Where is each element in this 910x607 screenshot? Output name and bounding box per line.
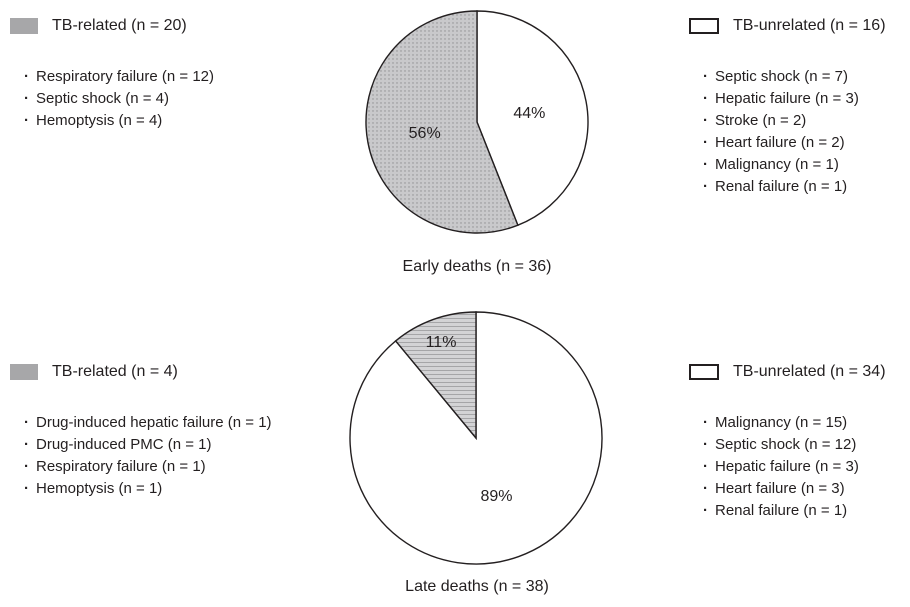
tb-related-legend-title: TB-related (n = 20): [52, 17, 187, 34]
cause-item: Malignancy (n = 1): [703, 154, 859, 176]
late-deaths-caption: Late deaths (n = 38): [405, 578, 549, 595]
tb-related-cause-list: Respiratory failure (n = 12)Septic shock…: [24, 66, 214, 132]
tb-related-legend: TB-related (n = 20): [10, 17, 187, 35]
tb-related-swatch: [10, 364, 38, 380]
cause-item: Renal failure (n = 1): [703, 176, 859, 198]
cause-item: Stroke (n = 2): [703, 110, 859, 132]
slice-percent-label: 44%: [513, 105, 545, 122]
tb-related-slice: [365, 10, 519, 234]
tb-related-swatch: [10, 18, 38, 34]
cause-item: Drug-induced hepatic failure (n = 1): [24, 412, 272, 434]
tb-related-slice: [394, 311, 477, 440]
late-deaths-panel: TB-related (n = 4) Drug-induced hepatic …: [0, 310, 910, 607]
cause-item: Hepatic failure (n = 3): [703, 456, 859, 478]
cause-item: Hemoptysis (n = 1): [24, 478, 272, 500]
cause-item: Respiratory failure (n = 12): [24, 66, 214, 88]
cause-item: Septic shock (n = 7): [703, 66, 859, 88]
cause-item: Septic shock (n = 4): [24, 88, 214, 110]
tb-unrelated-legend: TB-unrelated (n = 34): [689, 363, 886, 381]
cause-item: Renal failure (n = 1): [703, 500, 859, 522]
cause-item: Septic shock (n = 12): [703, 434, 859, 456]
tb-unrelated-cause-list: Malignancy (n = 15)Septic shock (n = 12)…: [703, 412, 859, 522]
tb-unrelated-swatch: [689, 18, 719, 34]
slice-percent-label: 89%: [480, 488, 512, 505]
slice-percent-label: 56%: [409, 125, 441, 142]
tb-related-cause-list: Drug-induced hepatic failure (n = 1)Drug…: [24, 412, 272, 500]
late-deaths-pie: 89% 11%: [349, 311, 603, 565]
tb-related-legend-title: TB-related (n = 4): [52, 363, 178, 380]
early-deaths-caption: Early deaths (n = 36): [402, 258, 552, 275]
cause-item: Respiratory failure (n = 1): [24, 456, 272, 478]
early-deaths-panel: TB-related (n = 20) Respiratory failure …: [0, 0, 910, 300]
tb-unrelated-legend: TB-unrelated (n = 16): [689, 17, 886, 35]
cause-item: Hepatic failure (n = 3): [703, 88, 859, 110]
tb-related-legend: TB-related (n = 4): [10, 363, 178, 381]
tb-unrelated-swatch: [689, 364, 719, 380]
tb-unrelated-cause-list: Septic shock (n = 7)Hepatic failure (n =…: [703, 66, 859, 198]
cause-item: Heart failure (n = 2): [703, 132, 859, 154]
cause-item: Drug-induced PMC (n = 1): [24, 434, 272, 456]
tb-unrelated-legend-title: TB-unrelated (n = 16): [733, 17, 886, 34]
tb-unrelated-slice: [476, 10, 589, 227]
cause-item: Hemoptysis (n = 4): [24, 110, 214, 132]
cause-item: Heart failure (n = 3): [703, 478, 859, 500]
early-deaths-pie: 44% 56%: [365, 10, 589, 234]
cause-item: Malignancy (n = 15): [703, 412, 859, 434]
slice-percent-label: 11%: [426, 334, 457, 351]
tb-unrelated-legend-title: TB-unrelated (n = 34): [733, 363, 886, 380]
